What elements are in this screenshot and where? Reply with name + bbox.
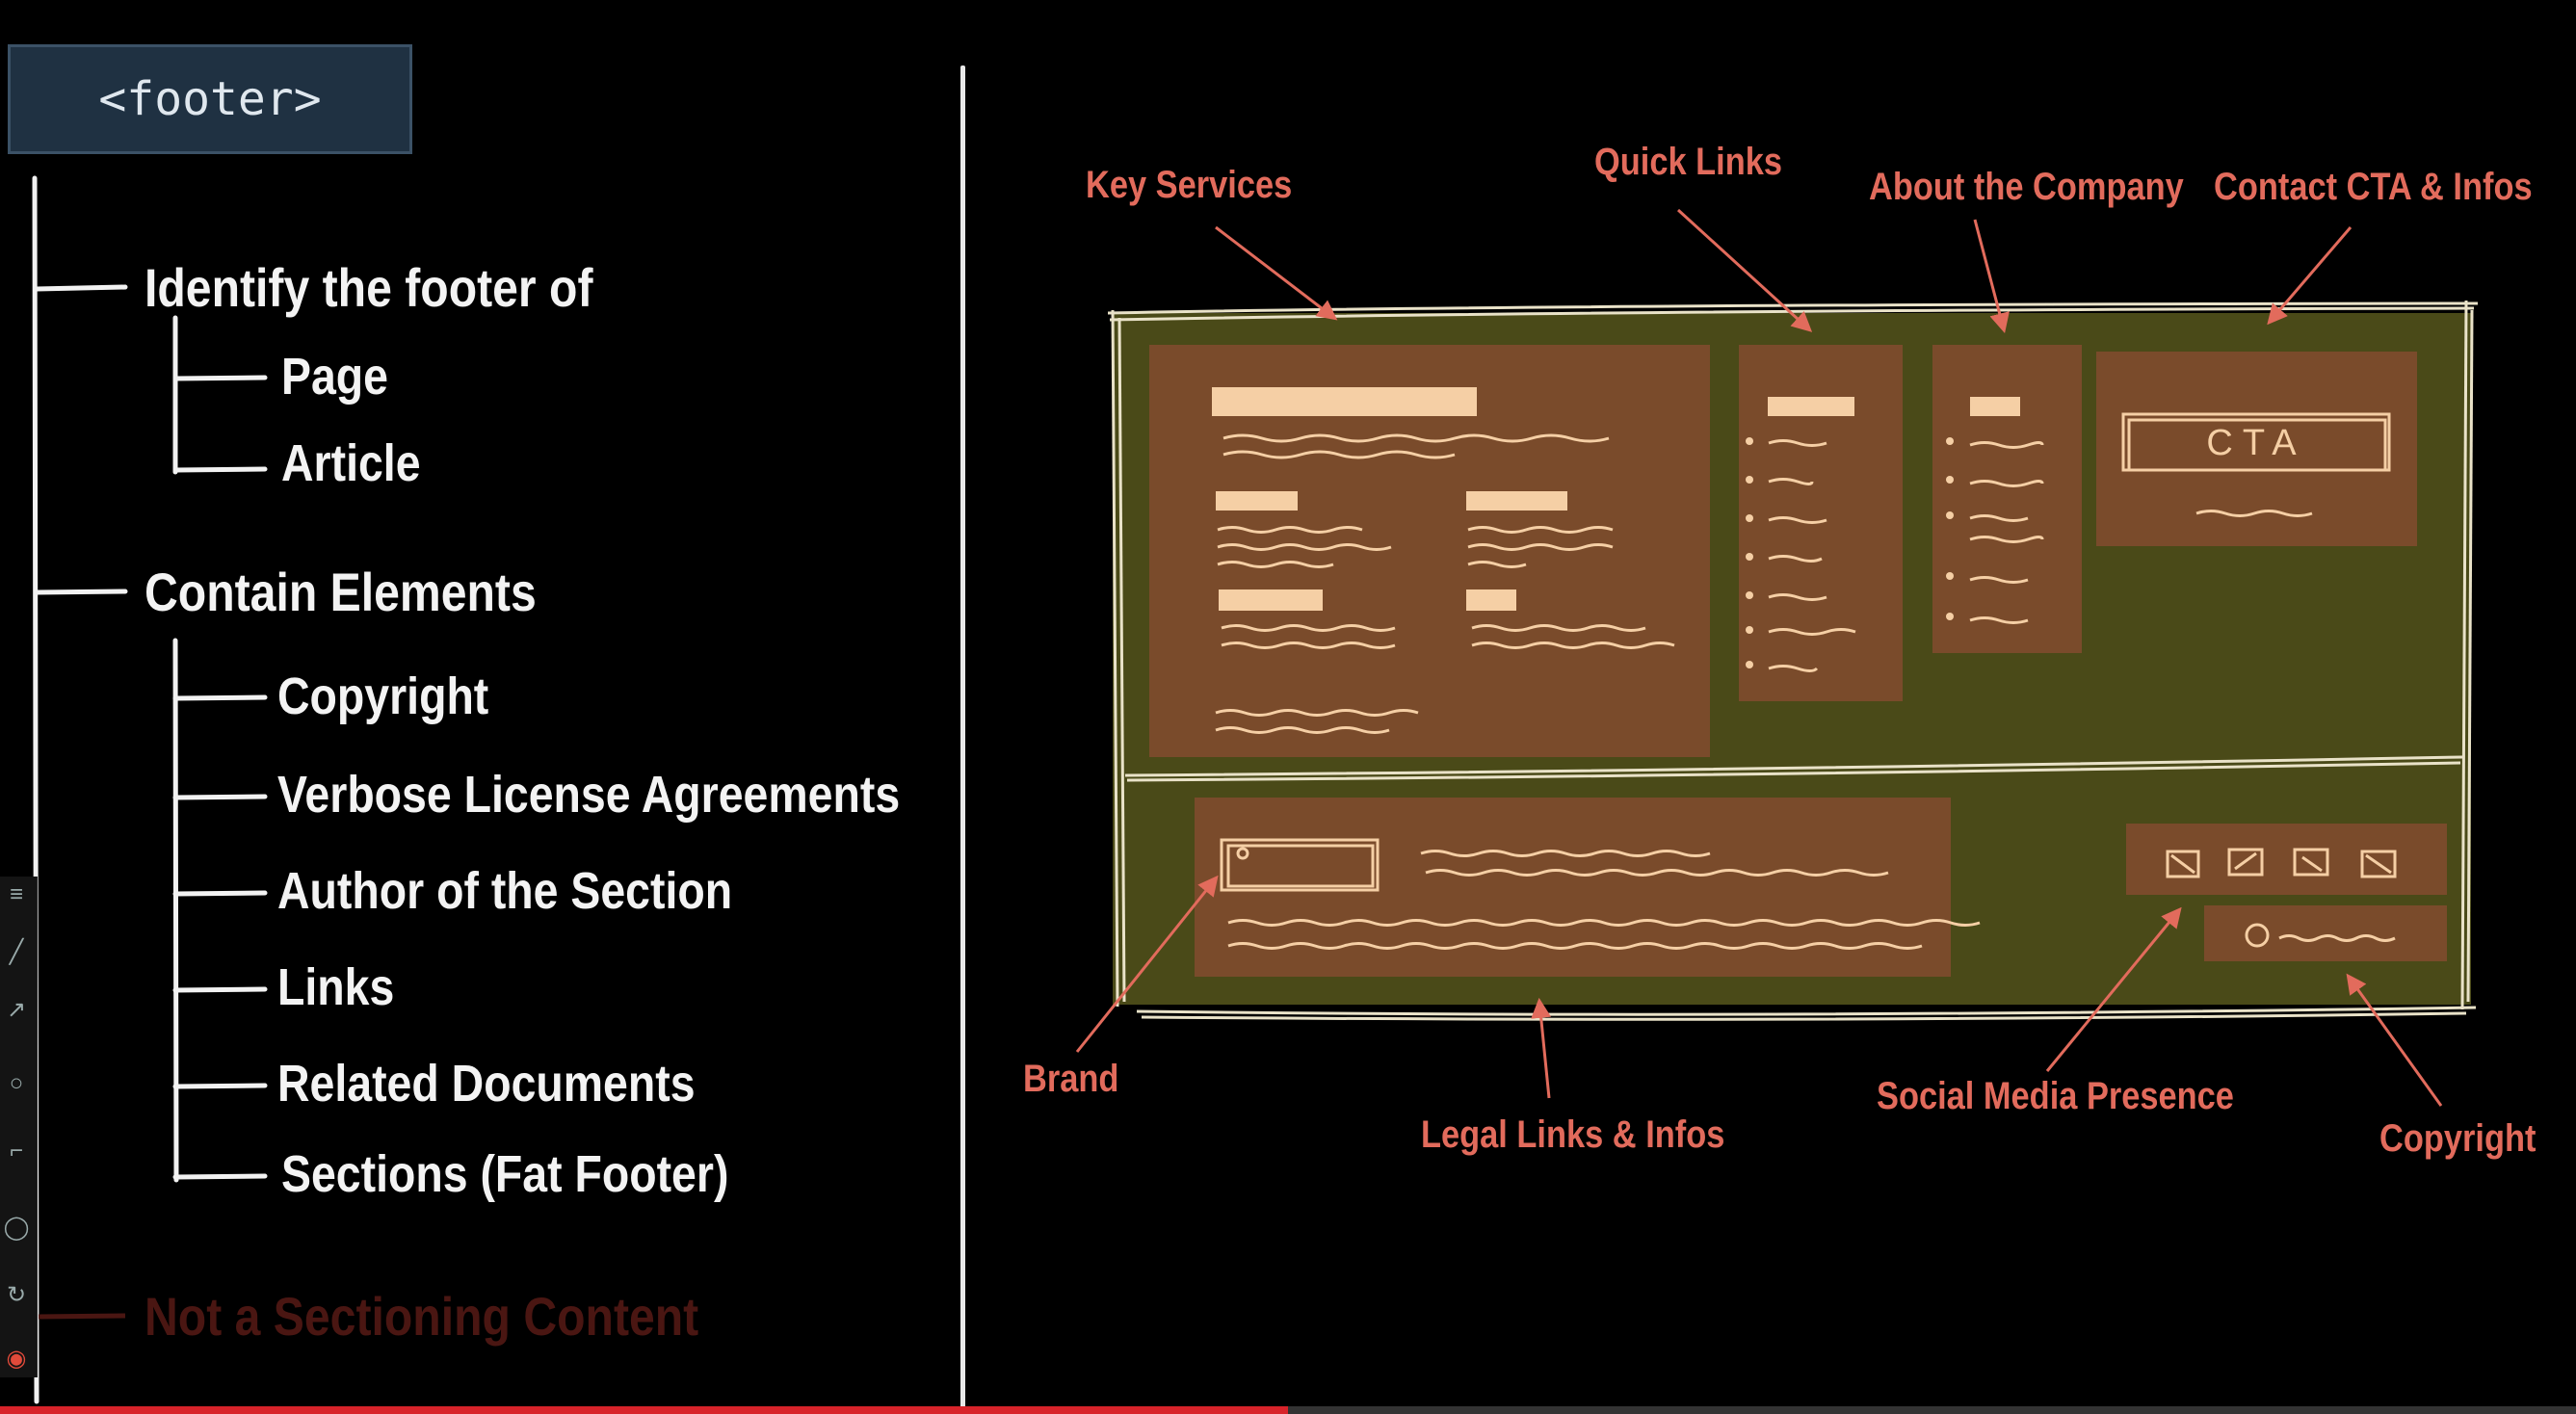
callout-brand: Brand [1023, 1058, 1119, 1100]
copyright-symbol-icon [2245, 923, 2270, 948]
callout-copyright: Copyright [2379, 1117, 2537, 1160]
tree-related: Related Documents [277, 1055, 696, 1113]
footer-tag-label: <footer> [98, 72, 322, 126]
social-icon-4 [2360, 850, 2397, 878]
tree-identify: Identify the footer of [145, 257, 593, 318]
video-progress-bar[interactable] [0, 1406, 2576, 1414]
callout-key-services: Key Services [1086, 164, 1293, 206]
tree-page: Page [281, 348, 389, 406]
social-icon-1 [2166, 850, 2200, 878]
line-icon[interactable]: ⌐ [9, 1138, 23, 1164]
tree-article: Article [281, 434, 421, 492]
callout-legal: Legal Links & Infos [1421, 1113, 1725, 1156]
callout-about: About the Company [1869, 166, 2184, 208]
social-icon-2 [2227, 848, 2264, 877]
callout-contact: Contact CTA & Infos [2214, 166, 2533, 208]
callout-social: Social Media Presence [1877, 1075, 2234, 1117]
menu-icon[interactable]: ≡ [9, 881, 23, 907]
tree-connectors [32, 175, 268, 1404]
tree-copyright: Copyright [277, 668, 489, 725]
cta-button-label: CTA [2206, 423, 2305, 463]
drawing-toolbar: ≡ ╱ ↗ ○ ⌐ ◯ ↻ ◉ [0, 877, 38, 1377]
undo-icon[interactable]: ↻ [6, 1282, 27, 1308]
social-icon-3 [2293, 848, 2329, 877]
circle-icon[interactable]: ○ [9, 1070, 24, 1096]
shape-icon[interactable]: ◯ [3, 1215, 30, 1241]
footer-tag-box: <footer> [8, 44, 412, 154]
arrow-icon[interactable]: ↗ [6, 997, 27, 1023]
color-icon[interactable]: ◉ [6, 1346, 27, 1372]
tree-sections: Sections (Fat Footer) [281, 1145, 729, 1203]
tree-license: Verbose License Agreements [277, 766, 901, 824]
tree-links: Links [277, 958, 395, 1016]
video-progress-fill [0, 1406, 1288, 1414]
tree-contain: Contain Elements [145, 562, 537, 622]
vertical-divider [960, 65, 965, 1414]
copyright-panel [2204, 905, 2447, 961]
about-panel [1932, 345, 2082, 653]
callout-quick-links: Quick Links [1594, 141, 1783, 183]
tree-not-sectioning: Not a Sectioning Content [145, 1286, 699, 1347]
pen-icon[interactable]: ╱ [9, 939, 24, 965]
tree-author: Author of the Section [277, 862, 733, 920]
